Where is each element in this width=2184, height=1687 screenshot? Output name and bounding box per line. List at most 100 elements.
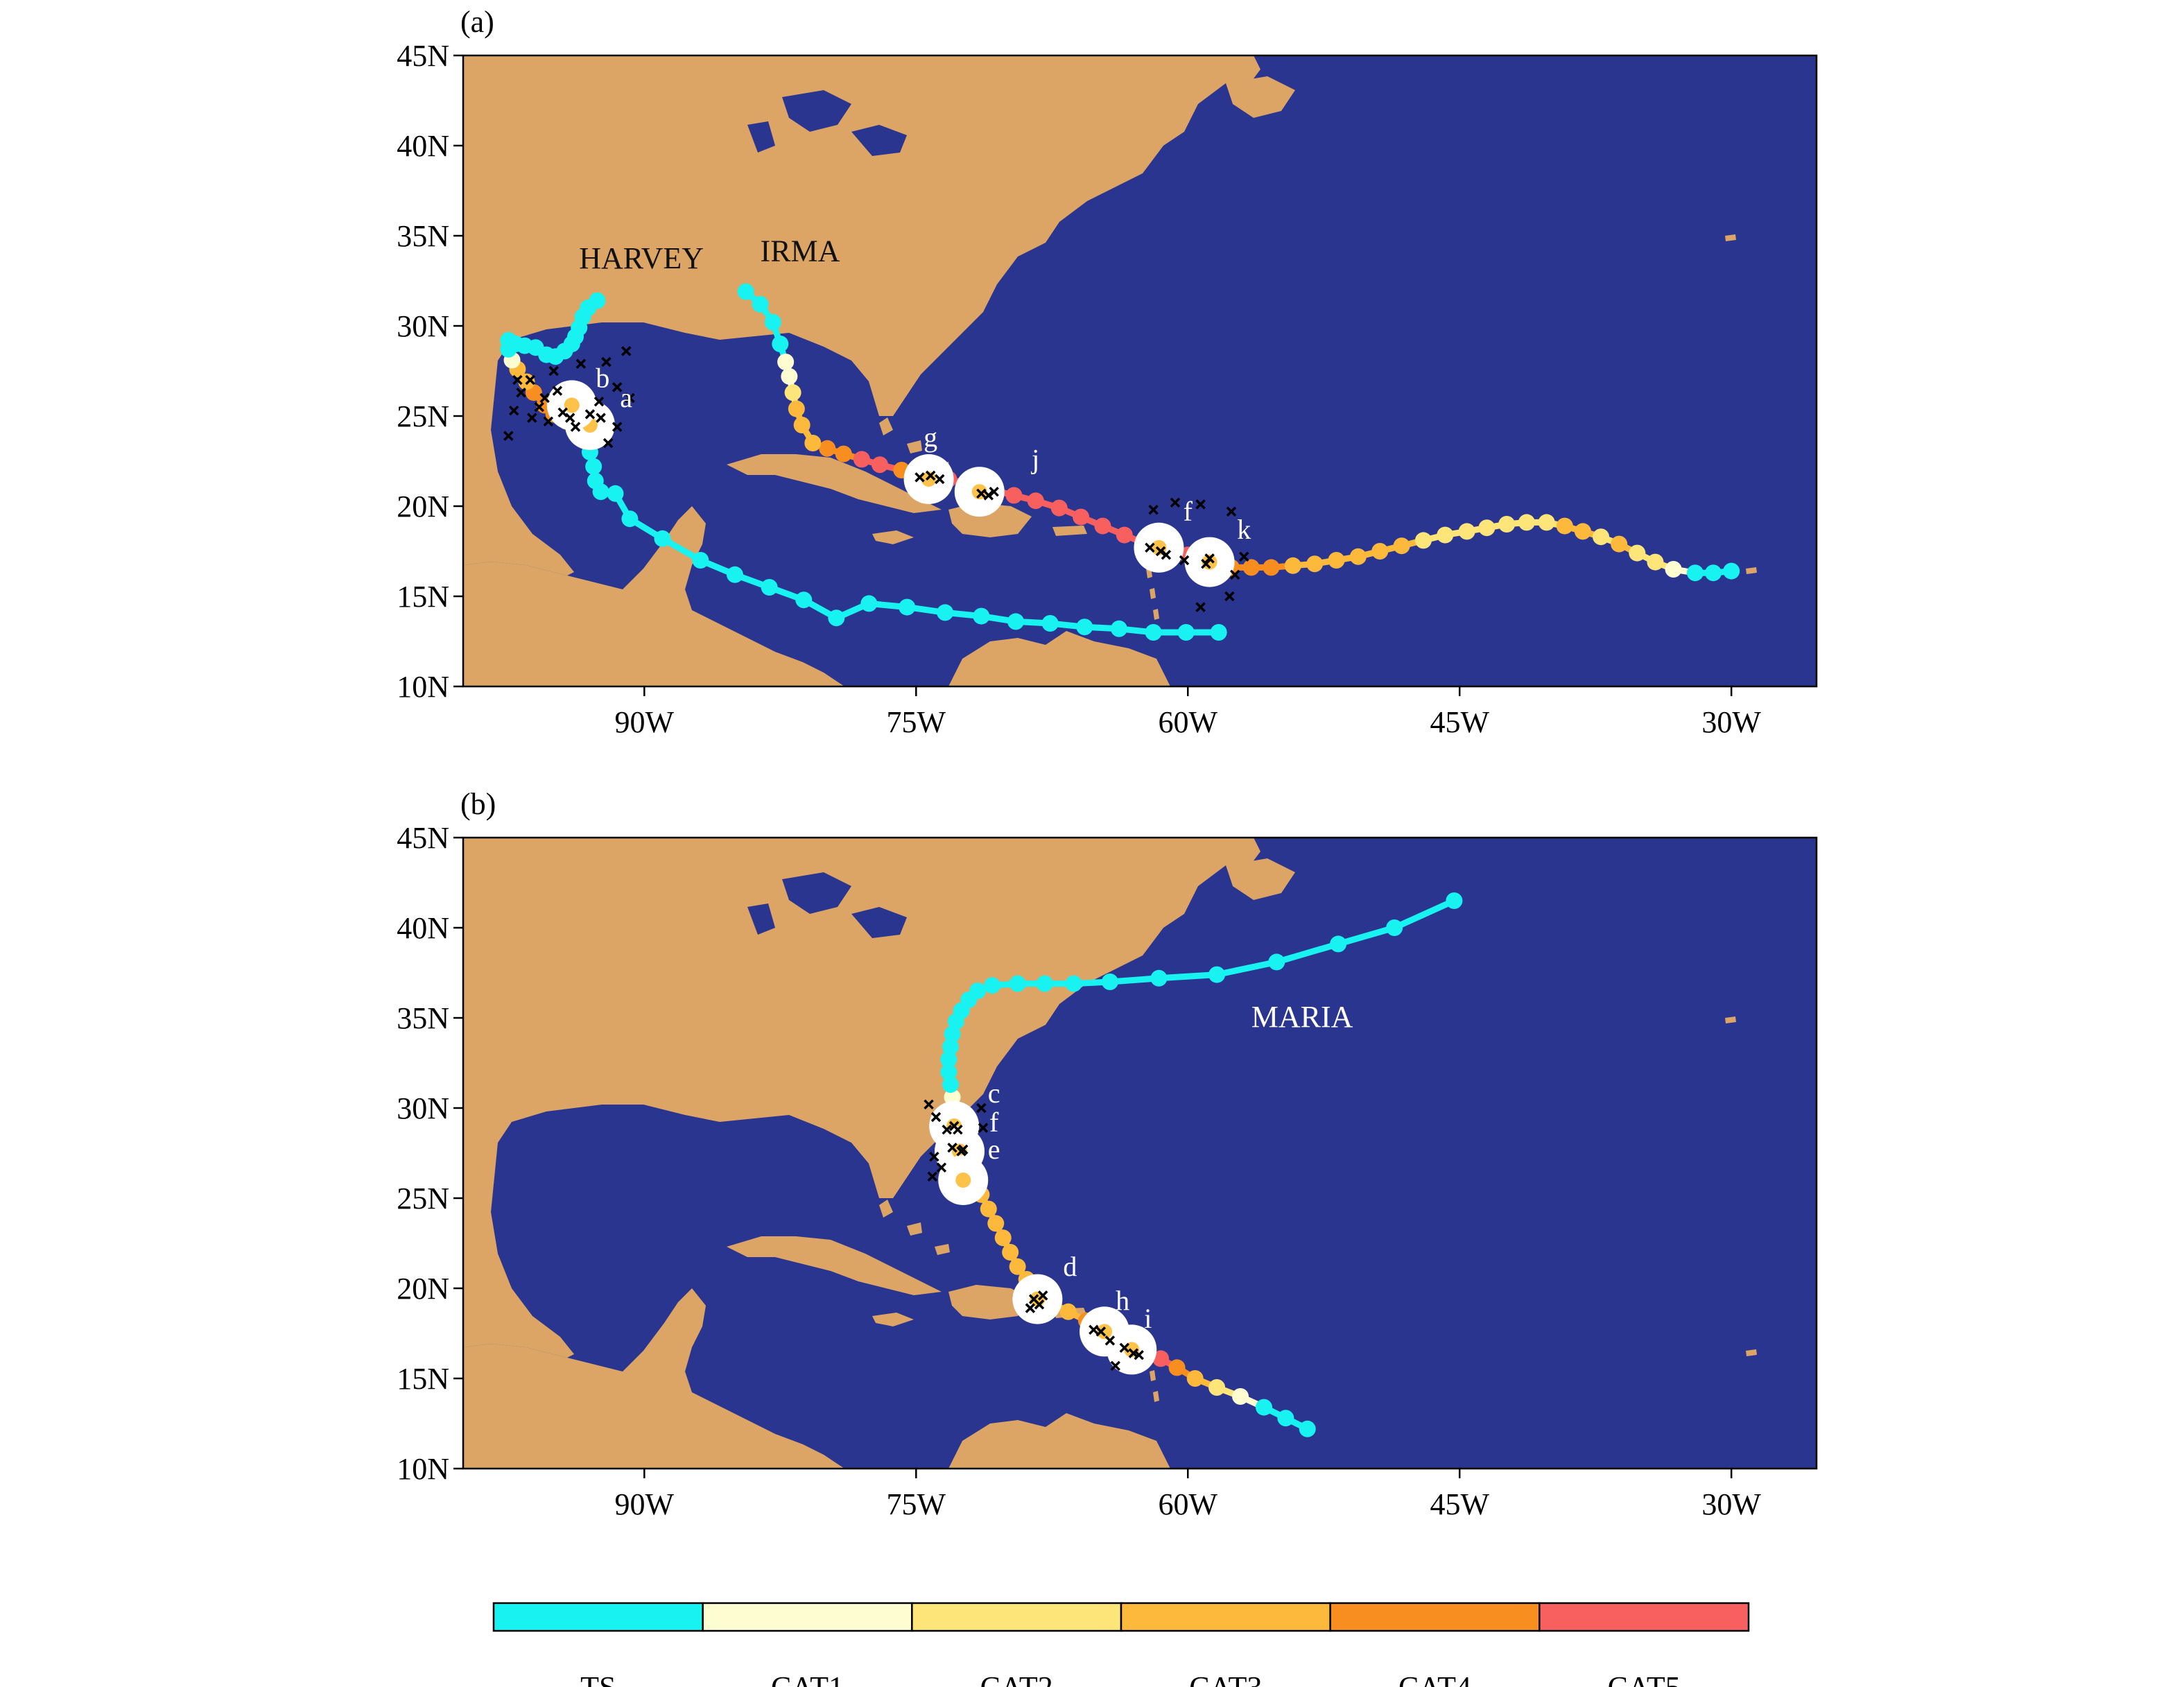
x-tick-label: 45W bbox=[1430, 705, 1489, 739]
track-point-ts bbox=[940, 1064, 957, 1080]
cross-marker bbox=[539, 392, 550, 404]
track-point-cat3 bbox=[1328, 552, 1345, 569]
track-point-cat3 bbox=[1556, 517, 1573, 535]
track-point-ts bbox=[1036, 975, 1053, 992]
track-point-ts bbox=[1255, 1399, 1272, 1416]
track-point-cat2 bbox=[1478, 519, 1496, 537]
legend-swatch-cat5 bbox=[1539, 1602, 1750, 1632]
panel-b: (b) cfe d hi MARIA 90W 75W 60W 45W 30W 45N 40N 35… bbox=[397, 787, 1818, 1521]
cross-marker bbox=[503, 431, 514, 441]
track-point-ts bbox=[1723, 562, 1740, 580]
x-tick-label: 45W bbox=[1430, 1487, 1489, 1521]
cross-marker bbox=[1170, 497, 1181, 508]
track-point-ts bbox=[654, 530, 671, 547]
track-point-ts bbox=[795, 591, 813, 609]
y-tick-label: 35N bbox=[397, 219, 449, 253]
intensity-legend: TS CAT1 CAT2 CAT3 CAT4 CAT5 bbox=[492, 1602, 1750, 1687]
cross-marker bbox=[1195, 499, 1206, 510]
track-point-ts bbox=[1268, 953, 1285, 971]
cross-marker bbox=[957, 1144, 969, 1155]
y-tick-label: 30N bbox=[397, 1091, 449, 1125]
crosses-a bbox=[503, 346, 1249, 612]
event-letter-k: k bbox=[1237, 514, 1251, 545]
cross-marker bbox=[1119, 1342, 1130, 1353]
track-point-cat2 bbox=[1593, 528, 1610, 546]
event-center bbox=[1202, 554, 1217, 570]
track-point-cat5 bbox=[1094, 517, 1111, 535]
cross-marker bbox=[1110, 1360, 1120, 1372]
event-letter-d: d bbox=[1063, 1251, 1077, 1282]
track-point-cat3 bbox=[1284, 557, 1301, 574]
track-point-cat5 bbox=[1152, 1350, 1170, 1367]
y-tick-label: 45N bbox=[397, 821, 449, 855]
cross-marker bbox=[512, 374, 523, 386]
cross-marker bbox=[1148, 504, 1159, 515]
cross-marker bbox=[516, 387, 526, 398]
x-tick-label: 30W bbox=[1701, 1487, 1761, 1521]
track-point-cat4 bbox=[819, 440, 836, 457]
cross-marker bbox=[1239, 551, 1249, 562]
track-point-cat2 bbox=[1498, 516, 1516, 533]
cross-marker bbox=[527, 413, 537, 423]
track-segment bbox=[1155, 971, 1220, 982]
cross-marker bbox=[1161, 549, 1172, 560]
cross-marker bbox=[612, 382, 623, 392]
letters-b: cfe d hi bbox=[988, 1078, 1152, 1334]
cross-marker bbox=[976, 488, 987, 499]
track-point-cat2 bbox=[1208, 1379, 1226, 1396]
cross-marker bbox=[1134, 1349, 1144, 1360]
track-point-ts bbox=[1041, 615, 1059, 632]
cross-marker bbox=[557, 407, 568, 418]
track-point-ts bbox=[1076, 618, 1093, 636]
track-point-cat3 bbox=[793, 417, 811, 433]
legend-label-cat4: CAT4 bbox=[1398, 1670, 1471, 1687]
track-point-ts bbox=[969, 983, 987, 999]
track-point-cat2 bbox=[1518, 514, 1535, 531]
axis-ticks-b: 90W 75W 60W 45W 30W 45N 40N 35N 30N 25N 20N 15N 10N bbox=[397, 821, 1761, 1521]
track-point-cat3 bbox=[1306, 555, 1324, 573]
cross-marker bbox=[543, 416, 554, 427]
event-center bbox=[1097, 1324, 1113, 1340]
event-letter-g: g bbox=[924, 422, 937, 453]
track-point-cat3 bbox=[788, 400, 805, 417]
track-point-ts bbox=[692, 552, 709, 569]
cross-marker bbox=[924, 1099, 934, 1110]
track-harvey bbox=[500, 292, 1227, 641]
track-point-ts bbox=[899, 598, 916, 616]
cross-marker bbox=[976, 1102, 987, 1114]
track-point-ts bbox=[1210, 624, 1227, 641]
event-center bbox=[564, 397, 580, 413]
plot-frame-a bbox=[462, 54, 1818, 688]
track-point-ts bbox=[585, 458, 603, 475]
track-point-ts bbox=[1145, 624, 1162, 641]
y-tick-label: 10N bbox=[397, 1452, 449, 1486]
cross-marker bbox=[1025, 1303, 1036, 1313]
track-point-ts bbox=[587, 472, 604, 490]
track-point-ts bbox=[860, 595, 878, 612]
x-tick-label: 75W bbox=[887, 705, 946, 739]
track-point-cat4 bbox=[1242, 559, 1260, 576]
legend-label-cat5: CAT5 bbox=[1608, 1670, 1681, 1687]
track-point-ts bbox=[942, 1038, 959, 1055]
track-point-ts bbox=[1299, 1420, 1316, 1437]
cross-marker bbox=[915, 472, 925, 483]
cross-marker bbox=[603, 438, 614, 449]
cross-marker bbox=[947, 1142, 957, 1153]
y-tick-label: 25N bbox=[397, 399, 449, 433]
storm-label-harvey: HARVEY bbox=[579, 241, 704, 275]
event-letter-b: b bbox=[596, 362, 609, 393]
track-point-cat3 bbox=[518, 373, 535, 390]
legend-label-cat1: CAT1 bbox=[771, 1670, 844, 1687]
track-point-ts bbox=[942, 1076, 959, 1093]
storm-label-irma: IRMA bbox=[761, 234, 840, 268]
track-point-cat3 bbox=[1009, 1258, 1026, 1275]
track-point-cat3 bbox=[804, 435, 822, 451]
cross-marker bbox=[925, 470, 936, 481]
track-point-cat2 bbox=[1458, 523, 1475, 540]
legend-swatch-cat2 bbox=[911, 1602, 1123, 1632]
letters-a: ba g j f k bbox=[596, 362, 1251, 544]
cross-marker bbox=[948, 1121, 960, 1132]
y-tick-label: 40N bbox=[397, 129, 449, 163]
track-point-ts bbox=[1110, 620, 1127, 637]
